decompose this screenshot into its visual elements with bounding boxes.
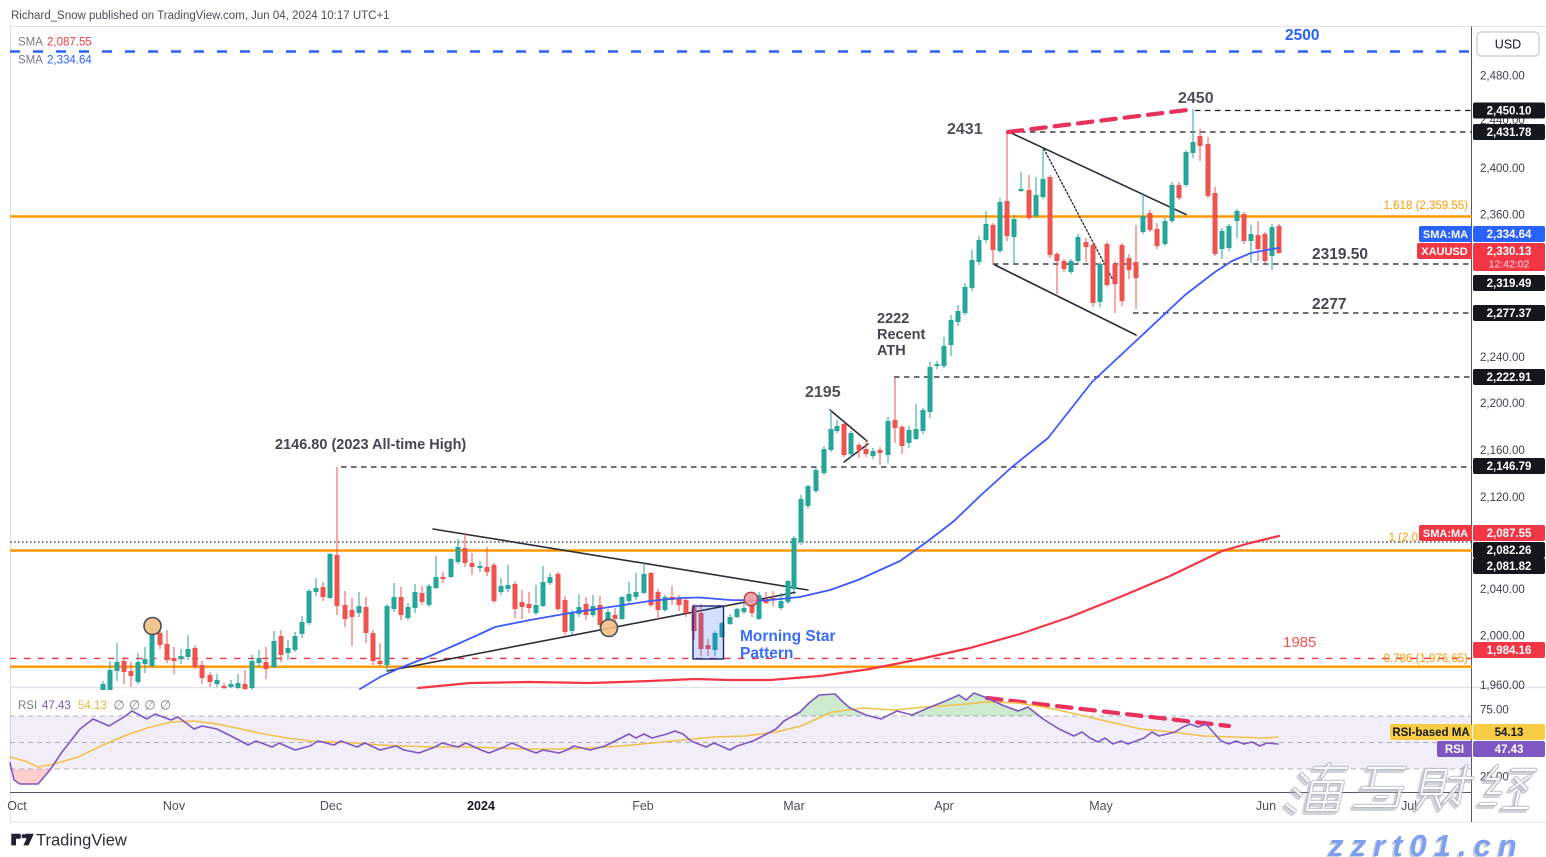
svg-text:0.786 (1,976.65): 0.786 (1,976.65) <box>1384 653 1469 665</box>
svg-text:zzrt01.cn: zzrt01.cn <box>1327 828 1524 857</box>
svg-text:2024: 2024 <box>467 799 495 813</box>
svg-text:USD: USD <box>1495 38 1521 52</box>
svg-text:2222: 2222 <box>877 311 909 327</box>
svg-text:2277: 2277 <box>1312 296 1346 313</box>
svg-text:75.00: 75.00 <box>1480 705 1509 717</box>
svg-text:RSI-based MA: RSI-based MA <box>1392 727 1469 739</box>
svg-text:Nov: Nov <box>163 799 186 813</box>
svg-text:∅: ∅ <box>160 698 171 713</box>
svg-text:2,319.49: 2,319.49 <box>1487 278 1532 290</box>
svg-text:Jun: Jun <box>1256 799 1276 813</box>
svg-text:2,040.00: 2,040.00 <box>1480 584 1525 596</box>
svg-text:Oct: Oct <box>7 799 27 813</box>
svg-text:SMA: SMA <box>18 55 43 67</box>
svg-text:2,360.00: 2,360.00 <box>1480 210 1525 222</box>
svg-text:Morning Star: Morning Star <box>740 628 836 645</box>
svg-text:2431: 2431 <box>947 121 983 138</box>
svg-text:2,087.55: 2,087.55 <box>1487 528 1532 540</box>
svg-text:2,240.00: 2,240.00 <box>1480 352 1525 364</box>
svg-text:zzrt01.cn: zzrt01.cn <box>1325 830 1522 857</box>
svg-text:Pattern: Pattern <box>740 645 793 662</box>
svg-text:Richard_Snow published on Trad: Richard_Snow published on TradingView.co… <box>11 10 390 22</box>
svg-text:Jul: Jul <box>1401 799 1417 813</box>
svg-text:2450: 2450 <box>1178 90 1214 107</box>
svg-text:∅: ∅ <box>144 698 155 713</box>
svg-text:2,334.64: 2,334.64 <box>47 55 92 67</box>
svg-text:May: May <box>1089 799 1113 813</box>
svg-text:XAUUSD: XAUUSD <box>1421 246 1468 258</box>
svg-text:2,431.78: 2,431.78 <box>1487 127 1532 139</box>
svg-text:Feb: Feb <box>632 799 654 813</box>
svg-text:2146.80 (2023 All-time High): 2146.80 (2023 All-time High) <box>275 437 466 453</box>
svg-text:2,330.13: 2,330.13 <box>1487 246 1532 258</box>
svg-text:SMA:MA: SMA:MA <box>1423 229 1468 241</box>
svg-text:2,081.82: 2,081.82 <box>1487 561 1532 573</box>
svg-text:47.43: 47.43 <box>42 700 71 712</box>
svg-text:2,200.00: 2,200.00 <box>1480 398 1525 410</box>
svg-text:2195: 2195 <box>805 384 841 401</box>
svg-text:1 (2,0: 1 (2,0 <box>1389 532 1418 544</box>
svg-text:2,277.37: 2,277.37 <box>1487 308 1532 320</box>
svg-text:Recent: Recent <box>877 327 926 343</box>
svg-text:∅: ∅ <box>113 698 124 713</box>
svg-text:SMA:MA: SMA:MA <box>1423 528 1468 540</box>
svg-text:2,146.79: 2,146.79 <box>1487 461 1532 473</box>
svg-text:2,480.00: 2,480.00 <box>1480 71 1525 83</box>
svg-text:2,450.10: 2,450.10 <box>1487 106 1532 118</box>
svg-text:TradingView: TradingView <box>36 832 127 850</box>
svg-text:RSI: RSI <box>18 700 37 712</box>
svg-text:47.43: 47.43 <box>1495 744 1524 756</box>
svg-text:2319.50: 2319.50 <box>1312 246 1368 263</box>
svg-text:2500: 2500 <box>1285 27 1319 44</box>
svg-text:1,960.00: 1,960.00 <box>1480 680 1525 692</box>
svg-text:SMA: SMA <box>18 37 43 49</box>
svg-text:2,087.55: 2,087.55 <box>47 37 92 49</box>
svg-text:2,000.00: 2,000.00 <box>1480 631 1525 643</box>
svg-text:12:42:02: 12:42:02 <box>1489 259 1530 271</box>
svg-text:2,222.91: 2,222.91 <box>1487 372 1532 384</box>
svg-text:2,400.00: 2,400.00 <box>1480 163 1525 175</box>
svg-text:2,120.00: 2,120.00 <box>1480 492 1525 504</box>
svg-text:∅: ∅ <box>129 698 140 713</box>
svg-text:2,160.00: 2,160.00 <box>1480 445 1525 457</box>
svg-text:Mar: Mar <box>783 799 805 813</box>
svg-text:Apr: Apr <box>934 799 953 813</box>
svg-text:54.13: 54.13 <box>1495 727 1524 739</box>
svg-text:ATH: ATH <box>877 343 906 359</box>
svg-text:1,984.16: 1,984.16 <box>1487 645 1532 657</box>
svg-text:1.618 (2,359.55): 1.618 (2,359.55) <box>1384 200 1469 212</box>
svg-text:RSI: RSI <box>1445 744 1464 756</box>
svg-text:1985: 1985 <box>1283 634 1316 651</box>
svg-text:54.13: 54.13 <box>78 700 107 712</box>
svg-text:2,082.26: 2,082.26 <box>1487 545 1532 557</box>
svg-text:2,334.64: 2,334.64 <box>1487 229 1532 241</box>
svg-text:Dec: Dec <box>320 799 342 813</box>
